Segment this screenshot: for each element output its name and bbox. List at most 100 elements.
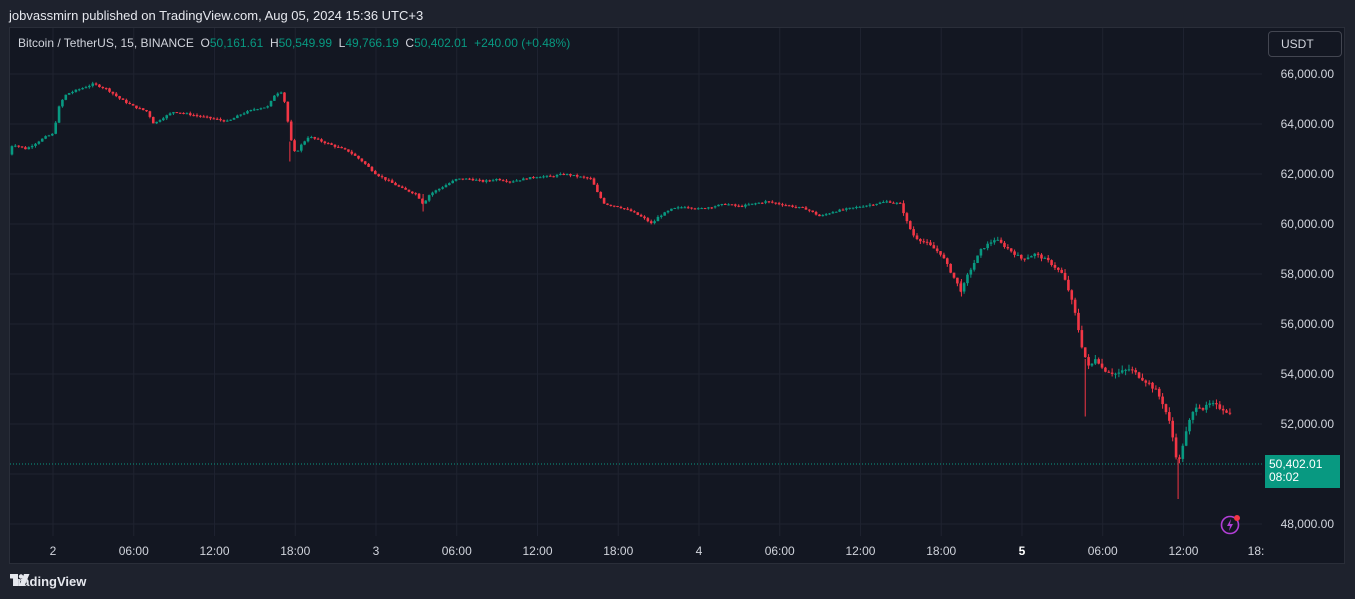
- candle-body: [1020, 254, 1023, 259]
- candle-body: [1094, 359, 1097, 364]
- candle-body: [824, 214, 828, 216]
- candle-body: [959, 283, 963, 292]
- candle-body: [579, 176, 582, 178]
- candle-body: [337, 146, 340, 148]
- candle-body: [98, 84, 101, 88]
- candle-body: [1110, 372, 1114, 374]
- candle-body: [569, 174, 572, 176]
- candle-body: [138, 108, 142, 110]
- candle-body: [1053, 264, 1057, 268]
- change-value: +240.00 (+0.48%): [474, 36, 571, 50]
- candle-body: [697, 208, 700, 210]
- candle-body: [1191, 411, 1195, 420]
- x-tick-label: 06:00: [1088, 544, 1118, 558]
- candle-body: [225, 120, 229, 122]
- candle-body: [340, 147, 343, 149]
- close-value: 50,402.01: [414, 36, 468, 50]
- candle-body: [400, 186, 404, 188]
- candle-body: [993, 240, 996, 243]
- candle-body: [71, 91, 74, 94]
- candle-body: [141, 108, 145, 111]
- candle-body: [195, 115, 199, 117]
- candle-body: [1030, 256, 1033, 258]
- candle-body: [518, 180, 522, 182]
- candle-body: [397, 185, 401, 187]
- candle-body: [421, 198, 424, 204]
- candle-body: [515, 180, 518, 182]
- candle-body: [548, 175, 552, 177]
- candle-body: [505, 180, 508, 182]
- y-tick-label: 52,000.00: [1281, 417, 1335, 431]
- tradingview-logo[interactable]: TradingView: [10, 574, 86, 589]
- lightning-icon[interactable]: [1220, 513, 1242, 535]
- candle-body: [165, 115, 169, 119]
- currency-button[interactable]: USDT: [1268, 31, 1342, 57]
- candle-body: [925, 241, 929, 243]
- candle-body: [1080, 330, 1084, 348]
- candle-body: [1131, 369, 1134, 371]
- candle-body: [559, 174, 562, 176]
- candle-body: [158, 120, 162, 122]
- candle-body: [417, 193, 421, 199]
- publish-header: jobvassmirn published on TradingView.com…: [0, 0, 1355, 28]
- candle-body: [720, 203, 724, 205]
- candle-body: [384, 177, 387, 180]
- candle-body: [370, 166, 374, 172]
- candle-body: [286, 101, 290, 122]
- x-tick-label: 06:00: [765, 544, 795, 558]
- candle-body: [962, 283, 966, 292]
- candle-body: [777, 203, 781, 205]
- candle-body: [1070, 290, 1074, 300]
- candle-body: [902, 203, 905, 214]
- candle-body: [1174, 437, 1178, 458]
- candle-body: [673, 208, 677, 210]
- candle-body: [437, 188, 441, 191]
- candle-body: [333, 144, 337, 147]
- candle-body: [246, 111, 249, 114]
- candle-body: [710, 207, 714, 209]
- candle-body: [649, 221, 653, 224]
- candle-body: [599, 192, 603, 199]
- candle-body: [703, 208, 707, 210]
- candle-body: [626, 208, 629, 210]
- candle-body: [882, 202, 885, 204]
- y-tick-label: 62,000.00: [1281, 167, 1335, 181]
- candle-body: [27, 147, 31, 150]
- candle-body: [1057, 267, 1060, 270]
- candle-body: [821, 215, 825, 217]
- candle-body: [525, 178, 529, 180]
- candle-body: [1215, 403, 1218, 405]
- candle-body: [700, 208, 703, 210]
- candle-body: [192, 115, 195, 117]
- candle-body: [555, 174, 559, 177]
- candle-body: [969, 269, 973, 275]
- high-value: 50,549.99: [278, 36, 332, 50]
- candle-body: [818, 214, 821, 217]
- x-tick-label: 06:00: [119, 544, 149, 558]
- candle-body: [932, 245, 936, 249]
- candle-body: [727, 204, 730, 206]
- candle-body: [653, 221, 656, 224]
- candle-body: [461, 178, 465, 180]
- candle-body: [754, 203, 757, 205]
- chart-grid: [10, 28, 1262, 536]
- candle-body: [1114, 373, 1117, 375]
- x-tick-label: 2: [50, 544, 57, 558]
- candle-body: [680, 207, 683, 209]
- candle-body: [202, 116, 206, 118]
- candle-body: [1009, 248, 1013, 252]
- candle-body: [118, 96, 121, 99]
- candle-body: [1013, 251, 1016, 255]
- candle-body: [273, 95, 276, 101]
- candle-body: [865, 205, 868, 207]
- candle-body: [215, 118, 219, 120]
- candle-body: [1077, 312, 1080, 331]
- candle-body: [293, 140, 296, 152]
- candle-body: [249, 109, 253, 112]
- candle-body: [875, 203, 878, 205]
- candle-body: [108, 88, 111, 92]
- candle-body: [360, 158, 364, 162]
- candle-body: [828, 213, 831, 215]
- candle-body: [1036, 253, 1040, 255]
